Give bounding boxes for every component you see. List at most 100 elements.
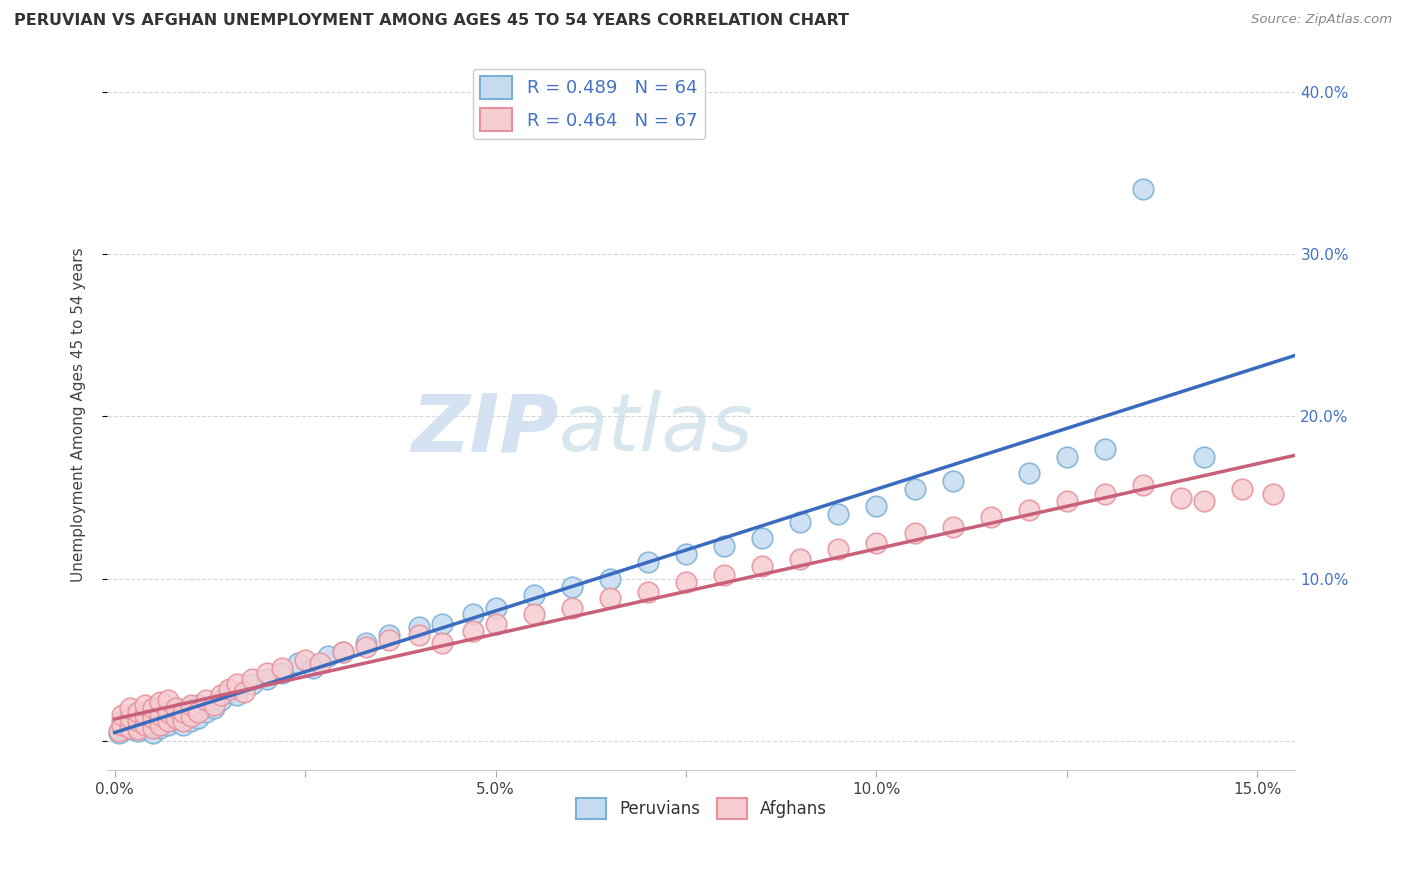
Point <box>271 661 294 675</box>
Point <box>195 705 218 719</box>
Point <box>156 705 179 719</box>
Point <box>118 717 141 731</box>
Point <box>165 701 187 715</box>
Point <box>134 721 156 735</box>
Point <box>142 711 165 725</box>
Point <box>751 531 773 545</box>
Point <box>256 665 278 680</box>
Point <box>316 649 339 664</box>
Point <box>1261 487 1284 501</box>
Point <box>218 681 240 696</box>
Point <box>561 580 583 594</box>
Point <box>461 624 484 638</box>
Point <box>127 705 149 719</box>
Point <box>980 510 1002 524</box>
Point <box>354 636 377 650</box>
Point <box>156 693 179 707</box>
Point <box>523 607 546 622</box>
Point <box>1192 493 1215 508</box>
Point <box>118 709 141 723</box>
Point <box>225 689 247 703</box>
Point <box>903 526 925 541</box>
Point <box>111 714 134 729</box>
Point <box>789 552 811 566</box>
Point <box>111 717 134 731</box>
Point <box>378 633 401 648</box>
Point <box>142 701 165 715</box>
Point <box>127 723 149 737</box>
Point <box>294 653 316 667</box>
Point <box>332 644 354 658</box>
Point <box>180 698 202 712</box>
Point <box>461 607 484 622</box>
Text: PERUVIAN VS AFGHAN UNEMPLOYMENT AMONG AGES 45 TO 54 YEARS CORRELATION CHART: PERUVIAN VS AFGHAN UNEMPLOYMENT AMONG AG… <box>14 13 849 29</box>
Point <box>354 640 377 654</box>
Point <box>827 507 849 521</box>
Point <box>127 724 149 739</box>
Point <box>332 644 354 658</box>
Point <box>165 711 187 725</box>
Point <box>1094 487 1116 501</box>
Point <box>156 698 179 712</box>
Point <box>225 677 247 691</box>
Point <box>156 707 179 722</box>
Point <box>107 725 129 739</box>
Point <box>1170 491 1192 505</box>
Point <box>202 701 225 715</box>
Point <box>165 705 187 719</box>
Point <box>408 620 430 634</box>
Point <box>127 714 149 729</box>
Point <box>134 705 156 719</box>
Point <box>172 705 194 719</box>
Point <box>134 713 156 727</box>
Point <box>484 617 506 632</box>
Point <box>127 717 149 731</box>
Text: atlas: atlas <box>558 390 754 468</box>
Point <box>378 628 401 642</box>
Point <box>172 714 194 729</box>
Point <box>149 695 172 709</box>
Point <box>1018 466 1040 480</box>
Point <box>287 656 309 670</box>
Point <box>134 698 156 712</box>
Point <box>187 698 209 712</box>
Point <box>903 483 925 497</box>
Point <box>107 724 129 739</box>
Point <box>218 685 240 699</box>
Point <box>149 711 172 725</box>
Point <box>271 665 294 680</box>
Point <box>484 600 506 615</box>
Point <box>865 536 887 550</box>
Point <box>187 705 209 719</box>
Point <box>432 636 454 650</box>
Point <box>118 721 141 735</box>
Point <box>408 628 430 642</box>
Point <box>1230 483 1253 497</box>
Point <box>156 717 179 731</box>
Point <box>149 717 172 731</box>
Point <box>149 707 172 722</box>
Point <box>599 572 621 586</box>
Point <box>209 689 232 703</box>
Point <box>561 600 583 615</box>
Point <box>523 588 546 602</box>
Point <box>1132 477 1154 491</box>
Point <box>156 714 179 729</box>
Point <box>142 725 165 739</box>
Point <box>172 707 194 722</box>
Point <box>172 717 194 731</box>
Point <box>240 672 263 686</box>
Point <box>134 717 156 731</box>
Point <box>432 617 454 632</box>
Point <box>1094 442 1116 456</box>
Point <box>142 721 165 735</box>
Point <box>195 693 218 707</box>
Point <box>233 685 256 699</box>
Point <box>309 656 332 670</box>
Point <box>118 723 141 737</box>
Point <box>187 711 209 725</box>
Point <box>165 714 187 729</box>
Point <box>180 714 202 729</box>
Point <box>118 711 141 725</box>
Point <box>675 574 697 589</box>
